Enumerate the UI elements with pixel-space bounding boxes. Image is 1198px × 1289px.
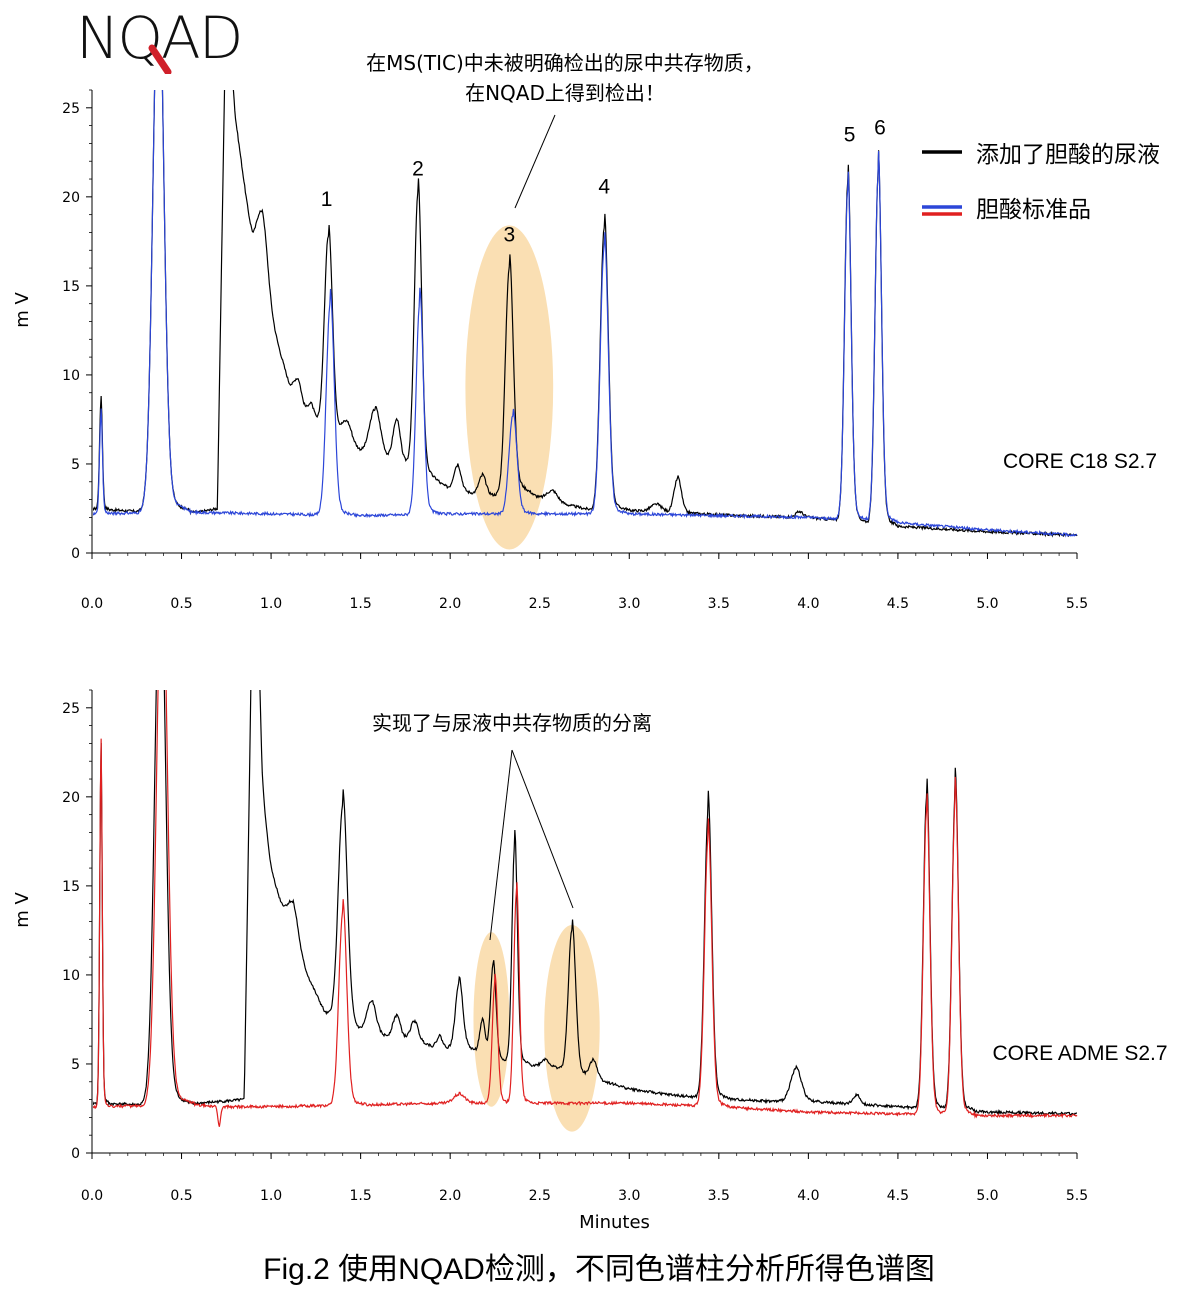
series-trace-standard (93, 690, 1078, 1127)
y-tick-label: 20 (62, 190, 80, 206)
x-tick-label: 1.5 (350, 596, 372, 612)
series-trace-urine (93, 90, 1078, 538)
y-tick-label: 10 (62, 968, 80, 984)
peak-label-6: 6 (874, 117, 886, 140)
nqad-logo: NQAD (76, 4, 243, 74)
highlight-ellipse-1 (473, 932, 510, 1107)
y-tick-label: 25 (62, 701, 80, 717)
highlight-ellipse-2 (544, 925, 600, 1132)
x-tick-label: 2.0 (439, 1188, 461, 1204)
x-tick-label: 3.0 (618, 1188, 640, 1204)
series-trace-standard (93, 90, 1077, 538)
legend-label-1: 添加了胆酸的尿液 (976, 142, 1160, 168)
series-trace-urine (93, 690, 1078, 1117)
x-tick-label: 0.0 (81, 596, 103, 612)
annotation-line-1: 在MS(TIC)中未被明确检出的尿中共存物质， (366, 51, 764, 75)
x-tick-label: 4.0 (797, 596, 819, 612)
x-tick-label: 0.0 (81, 1188, 103, 1204)
y-tick-label: 10 (62, 368, 80, 384)
x-tick-label: 3.5 (708, 596, 730, 612)
x-tick-label: 1.0 (260, 596, 282, 612)
x-tick-label: 0.5 (170, 596, 192, 612)
x-tick-label: 4.5 (887, 596, 909, 612)
x-tick-label: 2.5 (529, 596, 551, 612)
x-tick-label: 5.0 (976, 596, 998, 612)
y-tick-label: 0 (71, 546, 80, 562)
x-tick-label: 0.5 (170, 1188, 192, 1204)
peak-label-3: 3 (503, 223, 515, 246)
y-tick-label: 5 (71, 457, 80, 473)
column-label: CORE C18 S2.7 (1003, 450, 1157, 473)
y-tick-label: 0 (71, 1146, 80, 1162)
peak-label-1: 1 (321, 188, 333, 211)
x-tick-label: 1.5 (350, 1188, 372, 1204)
nqad-logo-accent (148, 44, 172, 74)
legend-label-2: 胆酸标准品 (976, 197, 1091, 223)
x-tick-label: 3.5 (708, 1188, 730, 1204)
y-tick-label: 25 (62, 101, 80, 117)
y-axis-title: m V (12, 292, 33, 328)
peak-label-2: 2 (412, 157, 424, 180)
annotation-line-2: 在NQAD上得到检出！ (465, 81, 665, 105)
x-tick-label: 1.0 (260, 1188, 282, 1204)
y-tick-label: 5 (71, 1057, 80, 1073)
x-tick-label: 4.0 (797, 1188, 819, 1204)
x-tick-label: 2.0 (439, 596, 461, 612)
x-tick-label: 5.5 (1066, 596, 1088, 612)
annotation-leader-2 (511, 749, 574, 909)
highlight-ellipse-1 (465, 225, 554, 550)
x-tick-label: 5.0 (976, 1188, 998, 1204)
column-label: CORE ADME S2.7 (992, 1042, 1167, 1065)
annotation-leader (514, 114, 556, 209)
chromatogram-core-adme: 0 5 10 15 20 25 0.0 0.5 1.0 1.5 2.0 2.5 3.0 3.5 4.0 4.5… (0, 660, 1198, 1240)
annotation-leader-1 (489, 749, 513, 941)
y-tick-label: 15 (62, 879, 80, 895)
y-axis-title: m V (12, 892, 33, 928)
x-tick-label: 2.5 (529, 1188, 551, 1204)
y-tick-label: 20 (62, 790, 80, 806)
figure-caption: Fig.2 使用NQAD检测，不同色谱柱分析所得色谱图 (263, 1253, 935, 1286)
y-tick-label: 15 (62, 279, 80, 295)
chromatogram-core-adme-svg: 0 5 10 15 20 25 0.0 0.5 1.0 1.5 2.0 2.5 3.0 3.5 4.0 4.5… (12, 689, 1168, 1233)
x-tick-label: 4.5 (887, 1188, 909, 1204)
x-tick-label: 5.5 (1066, 1188, 1088, 1204)
x-axis-title: Minutes (579, 1212, 650, 1233)
x-tick-label: 3.0 (618, 596, 640, 612)
peak-label-4: 4 (598, 175, 610, 198)
annotation-line-1: 实现了与尿液中共存物质的分离 (372, 711, 652, 735)
chromatogram-core-c18: 0 5 10 15 20 25 0.0 0.5 1.0 1.5 2.0 2.5 3.0 3.5 4.0 4.5… (0, 51, 1198, 620)
peak-label-5: 5 (844, 124, 856, 147)
